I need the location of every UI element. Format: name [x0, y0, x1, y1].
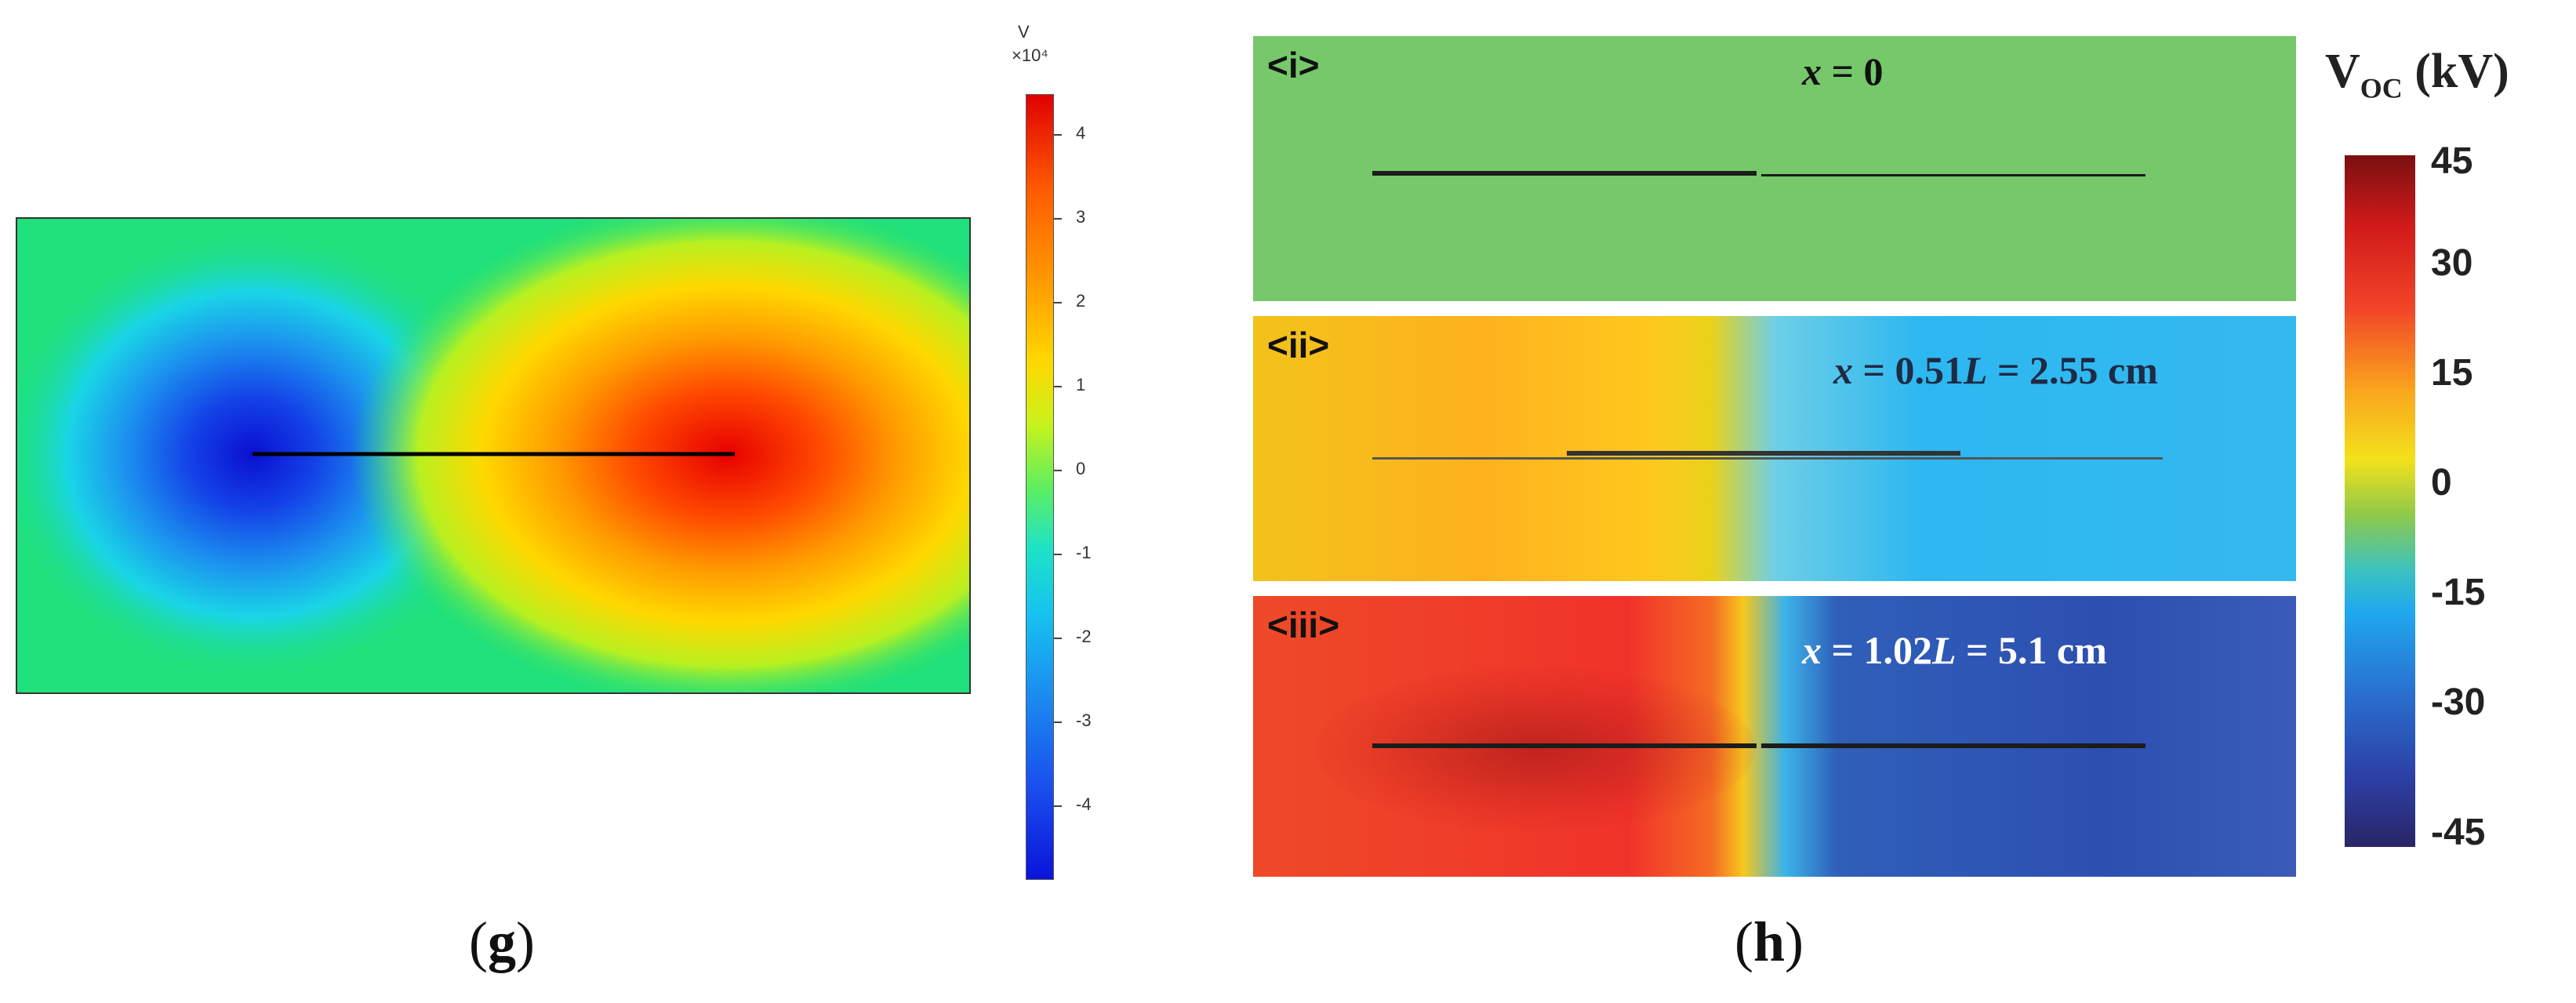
- colorbar-tick-label: 3: [1076, 207, 1086, 227]
- colorbar-tick-mark: [1054, 638, 1062, 639]
- colorbar-tick-label: -15: [2431, 572, 2486, 613]
- colorbar-tick-label: -3: [1076, 710, 1092, 730]
- colorbar-tick-mark: [1054, 805, 1062, 807]
- colorbar-tick-mark: [1054, 721, 1062, 723]
- colorbar-tick-mark: [1054, 302, 1062, 303]
- potential-field-svg: [17, 219, 969, 692]
- colorbar-tick-label: 2: [1076, 291, 1086, 311]
- colorbar-tick-label: -45: [2431, 812, 2486, 853]
- colorbar-tick-label: 45: [2431, 140, 2473, 182]
- colorbar-tick-mark: [1054, 470, 1062, 471]
- colorbar-title: VOC (kV): [2325, 45, 2509, 104]
- colorbar-unit: V: [1018, 22, 1030, 42]
- colorbar-tick-label: 30: [2431, 242, 2473, 284]
- colorbar-tick-mark: [1054, 554, 1062, 555]
- electrode-top: [1372, 743, 1757, 748]
- colorbar-tick-label: 0: [2431, 462, 2452, 503]
- electrode-top: [1372, 171, 1757, 176]
- colorbar-tick-label: -2: [1076, 627, 1092, 646]
- caption-g: (g): [469, 910, 535, 973]
- high-potential-region: [1316, 667, 1755, 831]
- colorbar-tick-label: 0: [1076, 459, 1086, 478]
- panel-tag: <ii>: [1267, 325, 1330, 365]
- colorbar-tick-label: 1: [1076, 375, 1086, 394]
- caption-h: (h): [1735, 910, 1804, 973]
- experiment-panel-ii: <ii> x = 0.51L = 2.55 cm: [1253, 316, 2296, 581]
- colorbar-tick-label: -1: [1076, 543, 1092, 562]
- electrode-bottom: [1761, 743, 2145, 748]
- colorbar-tick-label: -4: [1076, 794, 1092, 814]
- panel-tag: <i>: [1267, 45, 1320, 85]
- colorbar-tick-label: 4: [1076, 123, 1086, 143]
- simulation-potential-map: [16, 217, 971, 694]
- simulation-colorbar: [1026, 94, 1054, 880]
- colorbar-tick-mark: [1054, 218, 1062, 220]
- experiment-colorbar: [2345, 155, 2415, 847]
- colorbar-scale: ×10⁴: [1012, 45, 1048, 65]
- colorbar-tick-label: 15: [2431, 352, 2473, 394]
- experiment-panel-iii: <iii> x = 1.02L = 5.1 cm: [1253, 596, 2296, 877]
- colorbar-tick-mark: [1054, 134, 1062, 136]
- electrode-bottom: [1372, 457, 2163, 460]
- electrode-top: [1567, 451, 1960, 456]
- panel-tag: <iii>: [1267, 605, 1340, 645]
- colorbar-tick-label: -30: [2431, 681, 2486, 723]
- position-label: x = 1.02L = 5.1 cm: [1802, 628, 2107, 672]
- colorbar-tick-mark: [1054, 386, 1062, 387]
- electrode-bottom: [1761, 174, 2145, 176]
- experiment-panel-i: <i> x = 0: [1253, 36, 2296, 301]
- position-label: x = 0: [1802, 49, 1884, 93]
- position-label: x = 0.51L = 2.55 cm: [1833, 348, 2158, 392]
